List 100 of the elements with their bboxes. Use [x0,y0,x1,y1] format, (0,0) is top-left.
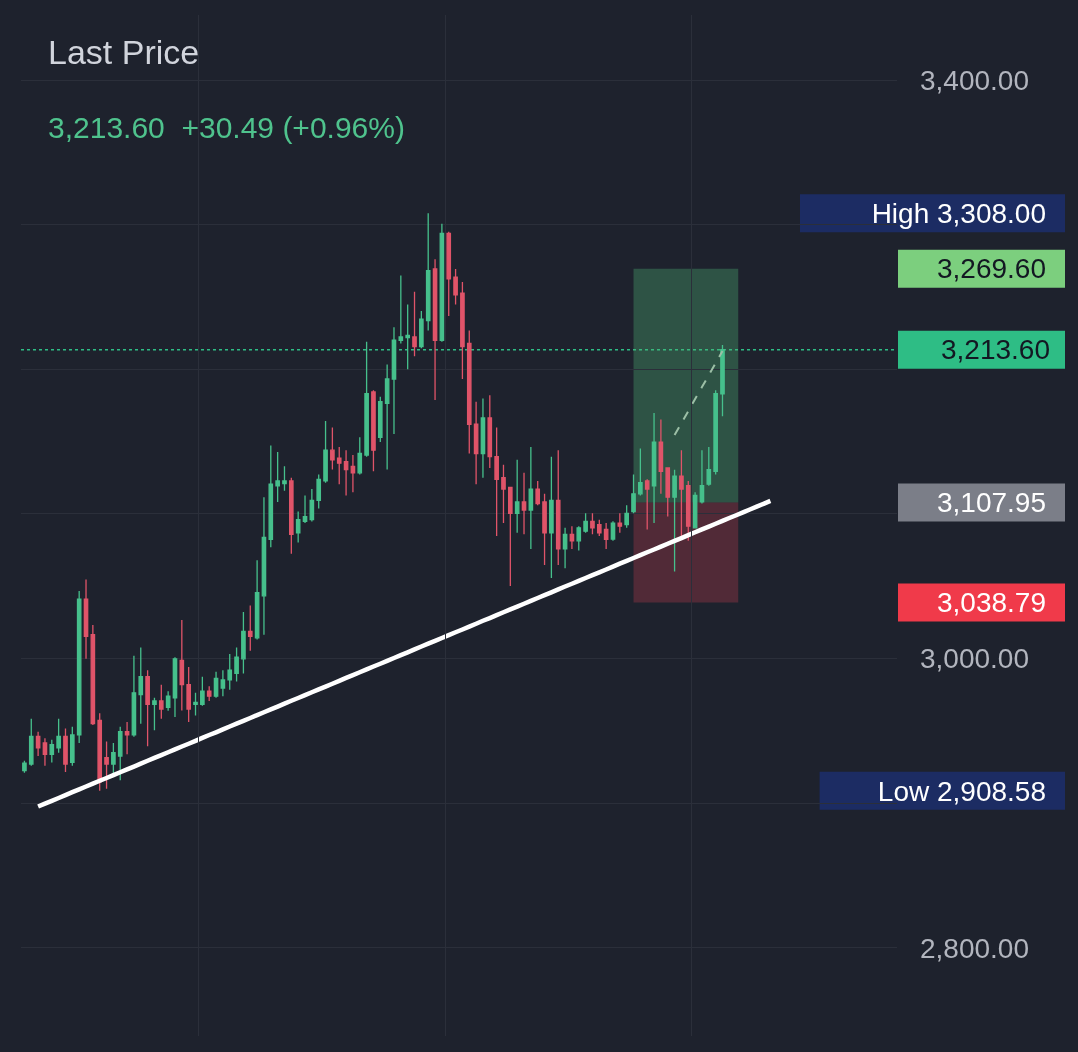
candlestick [644,478,650,531]
candlestick [651,412,657,524]
candlestick [706,446,712,487]
candlestick [685,480,691,542]
candlestick [542,493,547,566]
candlestick [720,344,725,417]
candlestick [254,559,260,641]
y2-tick-label: 3,107.95 [937,487,1046,519]
candlestick [152,697,157,731]
candlestick [83,578,89,660]
candlestick [357,436,363,476]
candlestick [49,739,55,764]
line-series [673,350,724,437]
candlestick [665,466,671,518]
candlestick [391,326,397,435]
candlestick [42,737,48,767]
candlestick [569,525,575,550]
candlestick [419,310,424,349]
y-tick-label: 3,000.00 [920,643,1029,675]
candlestick [302,494,308,524]
candlestick [562,527,568,569]
candlestick [63,727,68,773]
candlestick [76,590,82,744]
candlestick [590,512,595,535]
y2-tick-label: 3,269.60 [937,253,1046,285]
candlestick [638,447,643,497]
candlestick [70,726,75,767]
candlestick [28,718,34,767]
candlestick [131,655,137,738]
candlestick [679,449,684,537]
candlestick [460,281,465,380]
candlestick [617,512,623,534]
candlestick [241,611,246,675]
candlestick [713,389,718,476]
ref-line-label: 3,213.60 [941,334,1050,365]
candlestick [295,510,301,544]
candlestick [364,341,369,458]
candlestick [453,268,458,306]
candlestick [56,718,61,754]
candlestick [583,512,588,534]
candlestick [220,669,226,697]
candlestick [97,712,103,792]
candlestick [412,291,417,357]
candlestick [227,653,233,691]
candlestick [234,646,239,683]
candlestick [124,721,130,755]
candlestick [658,418,664,495]
candlestick [186,666,191,723]
y-tick-label: 3,400.00 [920,64,1029,96]
candlestick [261,496,267,636]
candlestick [501,464,506,524]
y2-tick-label: High 3,308.00 [871,197,1046,229]
candlestick [624,504,629,529]
candlestick [371,389,376,472]
line-series [35,498,773,809]
y2-tick-label: 3,038.79 [937,587,1046,619]
candlestick [275,451,280,503]
candlestick [309,488,315,523]
candlestick [384,363,390,471]
candlestick [200,675,205,707]
candlestick [494,426,499,537]
y-tick-label: 2,800.00 [920,932,1029,964]
candlestick [398,274,404,345]
candlestick [699,449,705,505]
candlestick [480,397,486,479]
candlestick [111,742,116,775]
candlestick [555,449,561,566]
candlestick [432,258,438,401]
candlestick [213,671,219,699]
candlestick [610,520,616,542]
candlestick [289,477,294,555]
candlestick [117,726,123,781]
candlestick [521,472,527,535]
candlestick [179,619,185,712]
candlestick [350,454,356,493]
candlestick [603,522,609,550]
candlestick [282,465,287,492]
candlestick [473,401,479,485]
candlestick [377,396,383,443]
candlestick [145,669,150,747]
candlestick [336,446,342,485]
candlestick [172,656,178,718]
candlestick [323,420,328,484]
candlestick [343,449,349,497]
candlestick [104,740,109,790]
candlestick [596,519,602,537]
candlestick [165,690,171,712]
candlestick [528,446,534,550]
candlestick [316,473,322,510]
candlestick [535,480,541,506]
candlestick [514,459,520,534]
candlestick [247,604,253,652]
candlestick [576,525,582,552]
candlestick [22,760,27,774]
candlestick [405,303,410,370]
candlestick [466,329,472,455]
candlestick [35,731,41,757]
candlestick [672,469,677,573]
candlestick [330,426,335,471]
candlestick [206,685,212,702]
